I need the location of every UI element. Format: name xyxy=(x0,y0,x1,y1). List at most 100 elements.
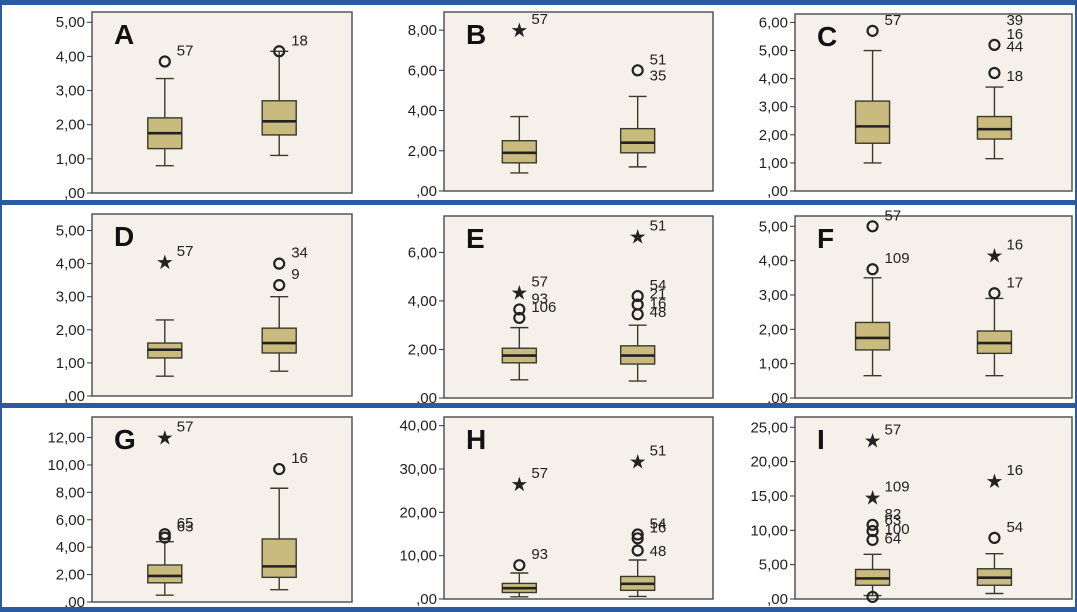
panel-a: 5,00 4,00 3,00 2,00 1,00 ,00 A 57 18 xyxy=(0,0,358,202)
outlier-star: ★ xyxy=(864,485,882,509)
outlier-star: ★ xyxy=(510,18,528,42)
y-tick-label: 5,00 xyxy=(759,218,788,235)
outlier-star: ★ xyxy=(985,469,1003,493)
plot-area xyxy=(443,416,714,600)
outlier-label: 57 xyxy=(531,465,548,482)
panel-svg: 5,00 4,00 3,00 2,00 1,00 ,00 F 57 109 ★ 16 17 xyxy=(759,207,1073,407)
outlier-label: 44 xyxy=(1006,39,1023,56)
panel-e: 6,00 4,00 2,00 ,00 E ★ 57 93 106 ★ 51 54 21 16 48 xyxy=(358,200,717,407)
y-tick-label: 4,00 xyxy=(759,253,788,270)
plot-area xyxy=(91,416,353,603)
outlier-label: 16 xyxy=(1006,236,1023,253)
box-2: ★ 16 17 xyxy=(976,236,1023,377)
y-tick-label: 6,00 xyxy=(408,244,437,261)
outlier-circle xyxy=(631,532,644,545)
outlier-label: 18 xyxy=(1006,68,1023,85)
outlier-star: ★ xyxy=(985,243,1003,267)
outlier-circle xyxy=(513,303,526,316)
outlier-label: 51 xyxy=(650,51,667,68)
y-tick-label: 1,00 xyxy=(759,356,788,373)
y-tick-label: 2,00 xyxy=(56,322,85,339)
y-tick-label: 4,00 xyxy=(408,293,437,310)
y-tick-label: 3,00 xyxy=(56,289,85,306)
outlier-label: 16 xyxy=(650,295,667,312)
y-tick-label: 3,00 xyxy=(56,83,85,100)
plot-area xyxy=(794,416,1073,600)
y-tick-label: 10,00 xyxy=(47,457,85,474)
panel-svg: 5,00 4,00 3,00 2,00 1,00 ,00 A 57 18 xyxy=(56,11,353,202)
panel-label: C xyxy=(817,21,837,52)
outlier-circle xyxy=(158,55,171,68)
box-1: 57 xyxy=(854,12,902,164)
y-tick-label: 12,00 xyxy=(47,430,85,447)
y-tick-label: 2,00 xyxy=(408,341,437,358)
outlier-star: ★ xyxy=(629,225,647,249)
outlier-label: 109 xyxy=(885,250,910,267)
outlier-label: 16 xyxy=(650,519,667,536)
y-tick-label: 25,00 xyxy=(750,419,788,436)
plot-area xyxy=(794,215,1073,399)
box-iqr xyxy=(619,127,656,154)
panel-h: 40,00 30,00 20,00 10,00,00 H ★ 57 93 ★ 51 54 16 48 xyxy=(358,405,717,612)
y-tick-label: 4,00 xyxy=(759,71,788,88)
box-iqr xyxy=(261,538,297,579)
y-tick-label: ,00 xyxy=(64,388,85,405)
box-2: 349 xyxy=(261,245,308,372)
outlier-label: 21 xyxy=(650,286,667,303)
y-tick-label: ,00 xyxy=(64,185,85,202)
panel-label: A xyxy=(114,19,134,50)
y-tick-label: 6,00 xyxy=(408,62,437,79)
y-tick-label: 10,00 xyxy=(750,522,788,539)
y-tick-label: ,00 xyxy=(767,390,788,407)
y-tick-label: 6,00 xyxy=(759,14,788,31)
outlier-circle xyxy=(273,257,286,270)
outlier-label: 48 xyxy=(650,304,667,321)
outlier-circle xyxy=(273,45,286,58)
box-1: 57 xyxy=(147,43,193,167)
outlier-star: ★ xyxy=(510,280,528,304)
box-iqr xyxy=(976,115,1013,140)
y-tick-label: 15,00 xyxy=(750,488,788,505)
panel-label: E xyxy=(466,223,485,254)
outlier-star: ★ xyxy=(510,472,528,496)
y-tick-label: 2,00 xyxy=(56,567,85,584)
y-tick-label: 30,00 xyxy=(399,461,437,478)
panel-label: B xyxy=(466,19,486,50)
outlier-star: ★ xyxy=(156,426,174,450)
outlier-label: 57 xyxy=(885,421,902,438)
outlier-circle xyxy=(631,64,644,77)
outlier-star: ★ xyxy=(864,428,882,452)
outlier-label: 57 xyxy=(531,11,548,28)
y-tick-label: 5,00 xyxy=(759,43,788,60)
box-2: ★ 16 54 xyxy=(976,462,1023,595)
y-tick-label: 4,00 xyxy=(56,256,85,273)
outlier-star: ★ xyxy=(629,450,647,474)
outlier-label: 63 xyxy=(885,512,902,529)
outlier-label: 48 xyxy=(650,543,667,560)
y-tick-label: ,00 xyxy=(416,591,437,608)
outlier-label: 16 xyxy=(1006,462,1023,479)
y-tick-label: 5,00 xyxy=(759,557,788,574)
outlier-label: 57 xyxy=(885,12,902,29)
frame-rule xyxy=(0,0,1077,5)
y-tick-label: ,00 xyxy=(416,390,437,407)
y-tick-label: 5,00 xyxy=(56,14,85,31)
panel-svg: 5,004,003,002,001,00,00D★ 57 349 xyxy=(56,213,353,405)
outlier-label: 54 xyxy=(1006,519,1023,536)
outlier-circle xyxy=(988,287,1001,300)
panel-label: H xyxy=(466,424,486,455)
outlier-label: 106 xyxy=(531,299,556,316)
outlier-label: 109 xyxy=(885,478,910,495)
outlier-circle xyxy=(513,559,526,572)
frame-rule xyxy=(0,607,1077,612)
plot-area xyxy=(443,215,714,399)
y-tick-label: 4,00 xyxy=(56,539,85,556)
outlier-circle xyxy=(988,38,1001,52)
